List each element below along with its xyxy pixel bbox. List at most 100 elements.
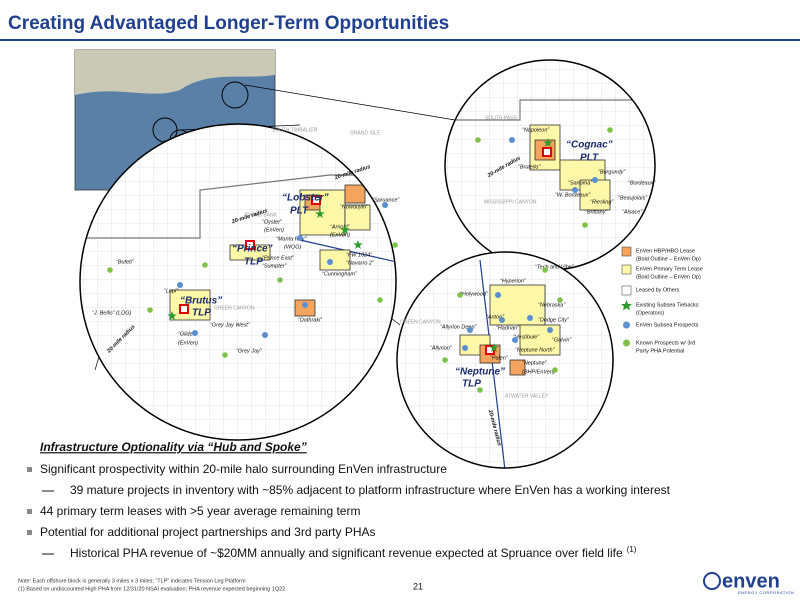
prospect-label: “Manta Ray” (276, 236, 307, 242)
slide-title: Creating Advantaged Longer-Term Opportun… (8, 13, 449, 34)
prospect-label: “Dothraki” (298, 317, 323, 323)
legend-symbols (621, 246, 632, 347)
subsea-prospect (302, 302, 308, 308)
prospect-label: “Lupi” (164, 288, 179, 294)
page-number: 21 (413, 581, 423, 591)
platform-label: PLT (580, 153, 599, 164)
legend-label: EnVen Primary Term Lease (636, 266, 703, 272)
prospect-label: “Spruance” (372, 197, 400, 203)
subsea-prospect (572, 187, 578, 193)
subsea-prospect (327, 259, 333, 265)
prospect-label: “W. Bordeaux” (555, 192, 591, 198)
known-prospect (202, 262, 208, 268)
prospect-label: “Oyster” (262, 219, 283, 225)
prospect-label: “Arnold” (330, 224, 351, 230)
prospect-label: “Anton” (486, 314, 505, 320)
prospect-label: “Glider” (178, 331, 198, 337)
prospect-label: “Dodge City” (538, 317, 570, 323)
known-prospect (477, 387, 483, 393)
subsea-prospect (527, 315, 533, 321)
tieback-star (489, 343, 499, 352)
known-prospect (147, 307, 153, 313)
prospect-label: “Brutello” (518, 164, 541, 170)
prospect-label: “Neptune North” (515, 347, 556, 353)
prospect-label: “Sumpter” (262, 263, 288, 269)
subsea-prospect (592, 177, 598, 183)
logo-mark (703, 572, 721, 590)
prospect-label: “Tech and Vibe” (535, 264, 575, 270)
superscript: (1) (627, 545, 637, 554)
subsea-prospect (177, 282, 183, 288)
prospect-label: (EnVen) (330, 232, 350, 238)
prospect-label: (WOG) (284, 244, 302, 250)
logo-name: enven (722, 570, 780, 592)
prospect-label: “J. Bellis” (LOG) (92, 310, 132, 316)
platform-label: TLP (462, 379, 481, 390)
prospect-label: “Alsace” (622, 209, 643, 215)
sub-bullet-text: 39 mature projects in inventory with ~85… (70, 483, 671, 497)
platform-label: “Brutus” (180, 296, 222, 307)
known-prospect (222, 352, 228, 358)
prospect-label: (EnVen) (178, 340, 198, 346)
platform-label: “Cognac” (566, 140, 613, 151)
legend-label: Leased by Others (636, 287, 680, 293)
known-prospect (107, 267, 113, 273)
inset-land (75, 50, 275, 95)
region-label: GREEN CANYON (214, 305, 255, 311)
region-label: MISSISSIPPI CANYON (484, 199, 537, 205)
prospect-label: “Holywood” (460, 291, 489, 297)
map-left (79, 123, 397, 441)
footnote: (1) Based on undiscounted High PHA from … (18, 586, 285, 592)
legend-label: EnVen HBP/HBO Lease (636, 248, 695, 254)
known-prospect (377, 297, 383, 303)
tieback-star (315, 209, 325, 218)
known-prospect (552, 367, 558, 373)
prospect-label: “FW 1024” (346, 252, 373, 258)
legend-label: (Bold Outline – EnVen Op) (636, 274, 701, 280)
tieback-star (167, 311, 177, 320)
prospect-label: (EnVen) (264, 227, 284, 233)
prospect-label: “Beaujolais” (618, 195, 648, 201)
prospect-label: “Nowouyin” (340, 204, 369, 210)
known-prospect (607, 127, 613, 133)
legend-label: Party PHA Potential (636, 348, 684, 354)
region-label: SOUTH TIMBALIER (272, 127, 318, 133)
tieback-star (353, 240, 363, 249)
known-prospect (277, 277, 283, 283)
subsea-prospect (499, 317, 505, 323)
prospect-label: “Palen” (490, 355, 509, 361)
prospect-label: “Cunningham” (322, 271, 358, 277)
tieback-star (340, 225, 350, 234)
subsea-prospect (297, 235, 303, 241)
known-prospect (582, 222, 588, 228)
prospect-label: “Sanoma” (568, 180, 593, 186)
subsea-prospect (467, 327, 473, 333)
subsea-prospect (382, 202, 388, 208)
legend-label: (Operators) (636, 310, 664, 316)
prospect-label: “Prince East” (262, 255, 295, 261)
prospect-label: “Allyrion” (430, 345, 453, 351)
legend-label: Existing Subsea Tiebacks (636, 302, 699, 308)
prospect-label: “Bordeaux” (628, 180, 656, 186)
bullet-text: 44 primary term leases with >5 year aver… (40, 504, 360, 518)
prospect-label: “Hadrian” (496, 325, 520, 331)
subsea-prospect (509, 137, 515, 143)
prospect-label: “Burgundy” (598, 169, 626, 175)
platform-label: “Lobster” (282, 193, 329, 204)
known-prospect (457, 292, 463, 298)
prospect-label: “Vestibule” (513, 334, 540, 340)
prospect-label: “Brittany” (585, 209, 608, 215)
platform-label: TLP (244, 257, 263, 268)
prospect-label: “Grey Jay” (236, 348, 263, 354)
platform-label: “Prince” (232, 244, 273, 255)
bullet (27, 530, 32, 535)
region-label: GRAND ISLE (350, 130, 381, 136)
subsea-prospect (547, 327, 553, 333)
subsea-prospect (495, 292, 501, 298)
bullet (27, 467, 32, 472)
prospect-label: “Hyperion” (500, 278, 527, 284)
region-label: EWING BANK (245, 212, 278, 218)
known-prospect (557, 297, 563, 303)
known-prospect (392, 242, 398, 248)
